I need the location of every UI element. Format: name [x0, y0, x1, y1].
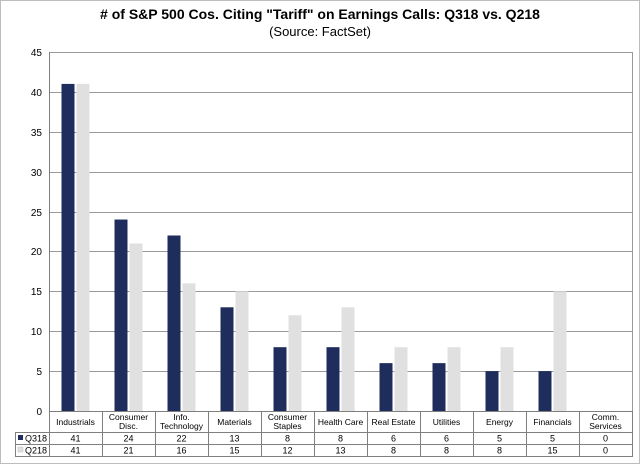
category-label: Disc.	[119, 421, 138, 431]
chart-subtitle: (Source: FactSet)	[269, 24, 371, 39]
data-label-q218: 12	[282, 446, 292, 456]
chart-title: # of S&P 500 Cos. Citing "Tariff" on Ear…	[100, 6, 540, 22]
bar-q218	[553, 291, 567, 411]
data-label-q318: 6	[391, 434, 396, 444]
data-label-q318: 5	[497, 434, 502, 444]
bar-q318	[432, 363, 446, 411]
bar-q218	[341, 307, 355, 411]
data-label-q218: 0	[603, 446, 608, 456]
y-tick-label: 20	[31, 247, 43, 258]
data-label-q318: 24	[123, 434, 133, 444]
bar-q318	[273, 347, 287, 411]
data-label-q218: 15	[229, 446, 239, 456]
data-label-q318: 6	[444, 434, 449, 444]
category-label: Energy	[486, 417, 514, 427]
legend-key-q318	[18, 435, 23, 440]
category-label: Materials	[217, 417, 251, 427]
legend-key-q218	[17, 446, 24, 453]
category-label: Services	[589, 421, 622, 431]
category-label: Info.	[173, 412, 190, 422]
data-label-q218: 16	[176, 446, 186, 456]
data-label-q218: 8	[497, 446, 502, 456]
y-tick-label: 45	[31, 48, 43, 59]
bar-q318	[114, 219, 128, 411]
data-label-q318: 0	[603, 434, 608, 444]
bar-q318	[220, 307, 234, 411]
bar-q218	[76, 83, 90, 412]
data-label-q318: 8	[285, 434, 290, 444]
legend-label-q218: Q218	[25, 446, 47, 456]
bar-q318	[326, 347, 340, 411]
y-tick-label: 25	[31, 208, 43, 219]
category-label: Consumer	[109, 412, 148, 422]
category-label: Industrials	[56, 417, 95, 427]
bar-q218	[394, 347, 408, 411]
bar-q318	[379, 363, 393, 411]
data-label-q318: 8	[338, 434, 343, 444]
y-tick-label: 5	[36, 367, 42, 378]
data-label-q218: 15	[547, 446, 557, 456]
category-label: Technology	[160, 421, 204, 431]
data-label-q218: 8	[391, 446, 396, 456]
y-tick-label: 0	[36, 407, 42, 418]
category-label: Health Care	[318, 417, 364, 427]
bar-q218	[288, 315, 302, 411]
y-tick-label: 30	[31, 168, 43, 179]
category-label: Staples	[273, 421, 301, 431]
data-label-q218: 21	[123, 446, 133, 456]
y-tick-label: 15	[31, 287, 43, 298]
category-label: Real Estate	[372, 417, 416, 427]
bar-q318	[485, 371, 499, 411]
legend-label-q318: Q318	[25, 434, 47, 444]
y-tick-label: 10	[31, 327, 43, 338]
data-label-q318: 22	[176, 434, 186, 444]
bar-q218	[235, 291, 249, 411]
data-label-q218: 8	[444, 446, 449, 456]
data-label-q218: 13	[335, 446, 345, 456]
y-tick-label: 35	[31, 128, 43, 139]
category-label: Utilities	[433, 417, 460, 427]
category-label: Consumer	[268, 412, 307, 422]
bar-q218	[129, 243, 143, 411]
bar-q318	[167, 235, 181, 411]
y-tick-label: 40	[31, 88, 43, 99]
data-label-q318: 13	[229, 434, 239, 444]
bar-q218	[500, 347, 514, 411]
category-label: Comm.	[592, 412, 619, 422]
bar-q218	[182, 283, 196, 411]
data-label-q318: 41	[70, 434, 80, 444]
category-label: Financials	[533, 417, 571, 427]
data-label-q318: 5	[550, 434, 555, 444]
bar-q218	[447, 347, 461, 411]
bar-q318	[61, 83, 75, 412]
bar-q318	[538, 371, 552, 411]
data-label-q218: 41	[70, 446, 80, 456]
